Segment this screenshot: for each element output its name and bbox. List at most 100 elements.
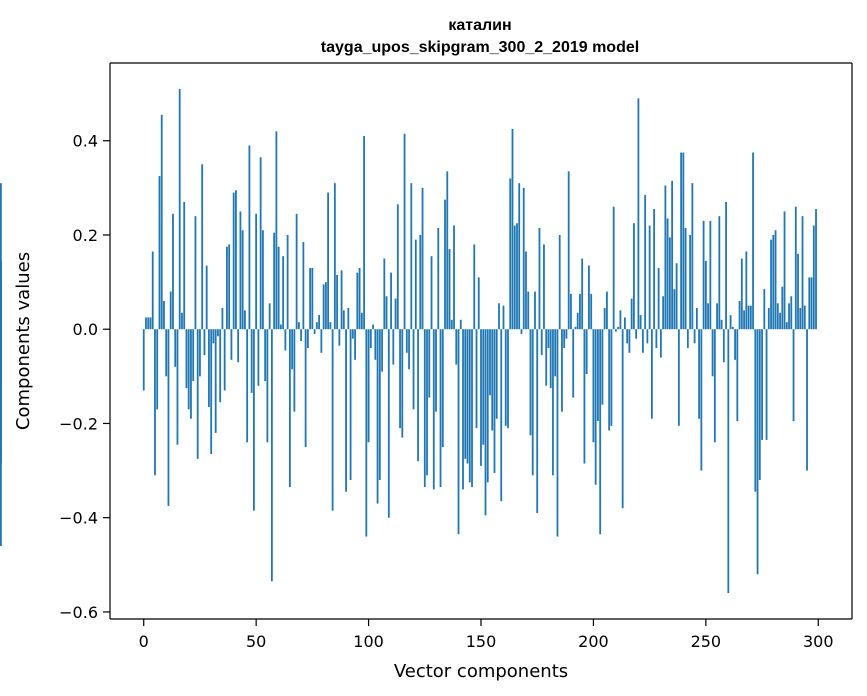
bar-83 [329,322,332,330]
bar-208 [610,329,613,426]
bar-217 [630,298,633,330]
bar-180 [547,329,550,349]
bar-102 [372,324,374,330]
bar-22 [192,329,195,382]
bar-5 [154,329,156,476]
x-axis-label: Vector components [394,661,568,682]
bar-257 [720,319,723,330]
bar-72 [304,329,307,448]
bar-73 [306,329,309,349]
bar-252 [709,220,712,330]
bar-59 [275,131,278,330]
bar-272 [754,329,757,492]
bar-241 [684,227,687,330]
bar-147 [473,244,476,330]
bar-255 [716,303,718,330]
bar-168 [520,329,523,334]
bar-115 [401,329,404,438]
bar-57 [270,329,273,582]
bar-118 [408,329,410,370]
bar-65 [288,329,291,488]
bar-159 [500,329,503,502]
bar-70 [300,329,303,341]
bar-108 [385,296,388,330]
y-tick-label: 0.4 [73,132,98,151]
bar-30 [210,329,213,455]
bar-9 [163,300,165,330]
bar-32 [214,329,217,433]
bar-294 [803,305,806,330]
chart-title: каталин [448,17,511,34]
bar-283 [779,312,781,330]
x-tick-label: 200 [578,632,609,651]
bar-8 [160,114,163,330]
bar-209 [612,206,615,330]
bar-68 [295,213,298,330]
bar-141 [459,319,462,330]
bar-156 [493,329,496,473]
bar-287 [788,303,790,330]
bar-154 [489,329,491,396]
bar-253 [711,329,714,377]
bar-276 [763,289,766,330]
bar-95 [356,272,359,330]
bar-37 [226,246,228,330]
bar-101 [369,329,372,349]
bar-197 [585,329,588,374]
bar-97 [360,312,363,330]
bar-105 [378,329,381,480]
bar-170 [525,251,527,330]
bar-228 [655,329,658,349]
bar-206 [606,291,608,330]
bar-119 [410,183,413,330]
bar-265 [738,300,741,330]
bar-244 [691,183,694,330]
bar-174 [534,291,536,330]
bar-193 [576,312,579,330]
bar-165 [513,225,516,330]
bar-77 [315,322,318,330]
bar-96 [358,267,361,330]
bar-55 [266,329,269,443]
bar-26 [201,164,204,330]
bar-1 [145,317,147,330]
bar-264 [736,329,739,422]
bar-112 [394,298,397,330]
bar-249 [702,220,705,330]
bar-undefined [0,183,2,330]
bar-225 [648,225,651,330]
bar-38 [228,244,231,330]
bar-201 [594,329,597,485]
bar-128 [430,256,433,330]
bar-215 [626,329,629,344]
bar-120 [412,329,415,410]
bar-219 [635,329,638,339]
bar-205 [603,308,606,330]
bar-230 [659,329,662,358]
bar-200 [592,329,595,443]
bar-125 [423,329,426,488]
bar-75 [311,267,314,330]
bar-67 [293,329,296,412]
bar-2 [147,317,150,330]
bar-114 [399,329,401,429]
bar-12 [169,291,172,330]
bar-90 [345,329,347,492]
bar-188 [565,329,568,339]
bar-286 [785,322,788,330]
y-tick-label: −0.6 [59,603,98,622]
bar-79 [320,329,323,353]
bar-35 [221,308,224,330]
bar-17 [181,312,183,330]
bar-142 [462,329,464,490]
bar-15 [176,329,179,445]
bar-139 [455,329,458,365]
bar-82 [327,192,329,330]
bar-259 [725,202,727,330]
bar-16 [178,88,181,330]
bar-226 [650,329,653,419]
x-tick-label: 150 [466,632,497,651]
bar-195 [581,258,584,330]
bar-250 [704,260,707,330]
bar-186 [561,329,563,412]
